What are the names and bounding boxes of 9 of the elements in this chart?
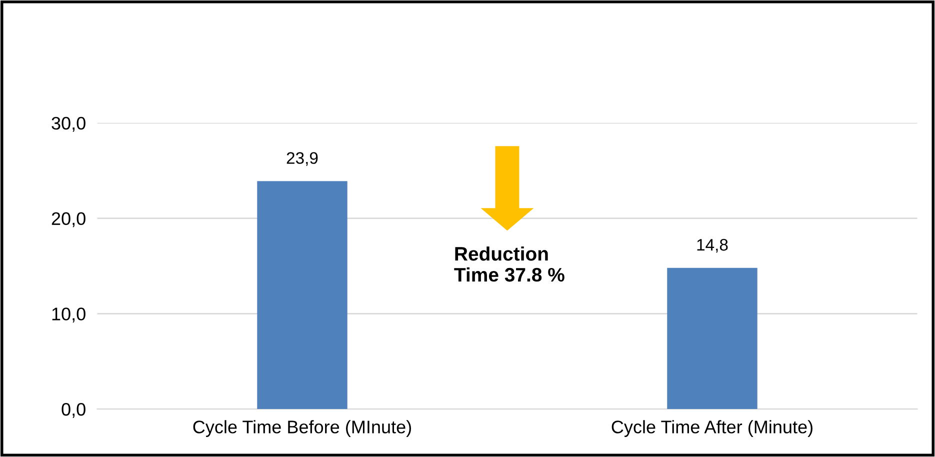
x-tick-label: Cycle Time After (Minute) <box>612 420 812 437</box>
y-tick-label: 30,0 <box>52 116 86 132</box>
data-label: 14,8 <box>697 238 728 253</box>
data-label: 23,9 <box>286 152 318 166</box>
x-tick-label: Cycle Time Before (MInute) <box>193 420 411 437</box>
y-tick-label: 20,0 <box>52 212 86 228</box>
annotation: Reduction Time 37.8 % <box>454 246 564 282</box>
y-tick-label: 10,0 <box>52 308 86 323</box>
y-tick-label: 0,0 <box>62 402 86 418</box>
